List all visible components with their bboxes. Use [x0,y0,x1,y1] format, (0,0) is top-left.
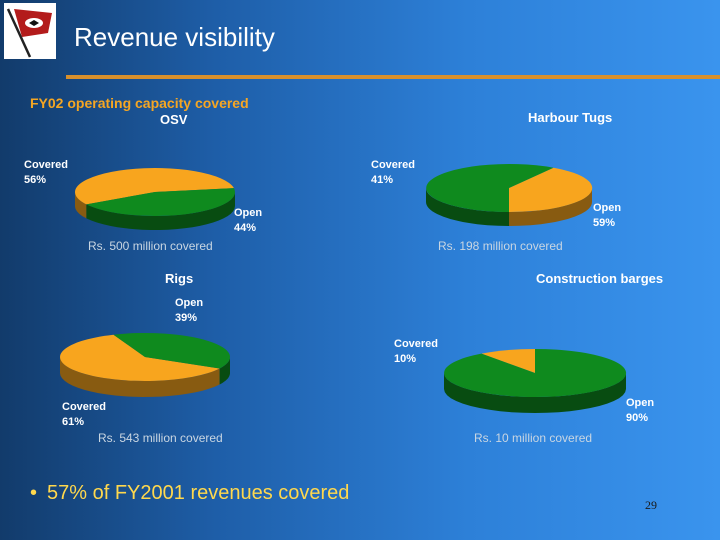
pie-chart-harbour-tugs: Harbour Tugs Covered 41% Open 59% [371,110,621,229]
slide-subtitle: FY02 operating capacity covered [30,95,249,111]
key-takeaway: • 57% of FY2001 revenues covered [30,482,349,505]
pie-callout-open: Open 59% [593,202,621,229]
pie-side-covered [509,188,592,226]
page-number: 29 [645,498,657,512]
pie-callout-open: Open 39% [175,297,203,324]
pie-chart-title: OSV [160,112,188,127]
pie-chart-title: Rigs [165,271,193,286]
pie-chart-rigs: Rigs Covered 61% Open 39% [60,271,231,428]
pie-side-covered [75,192,87,219]
pie-side-open [219,357,230,385]
pie-slice-covered [74,168,234,205]
pie-slice-open [86,188,235,217]
title-divider [66,75,720,79]
key-takeaway-text: 57% of FY2001 revenues covered [47,482,350,504]
pie-chart-title: Construction barges [536,271,663,286]
pie-callout-open: Open 44% [234,207,262,234]
pie-side-covered [60,357,220,397]
pie-chart-osv: OSV Covered 56% Open 44% [24,112,262,234]
construction-barges-caption: Rs. 10 million covered [474,431,593,445]
pie-slice-covered [60,334,220,381]
pie-slice-covered [509,167,593,213]
pie-callout-covered: Covered 41% [371,159,415,186]
pie-slice-open [444,349,627,397]
pie-callout-open: Open 90% [626,397,654,424]
pie-callout-covered: Covered 61% [62,401,106,428]
pie-callout-covered: Covered 10% [394,338,438,365]
pie-callout-covered: Covered 56% [24,159,68,186]
pie-chart-construction-barges: Construction barges Covered 10% Open 90% [394,271,663,424]
rigs-caption: Rs. 543 million covered [98,431,223,445]
slide-title: Revenue visibility [74,22,275,52]
bullet-icon: • [30,482,38,504]
pie-slice-open [113,332,231,369]
pie-side-open [444,373,626,413]
pie-slice-open [426,164,554,212]
harbour-tugs-caption: Rs. 198 million covered [438,239,563,253]
pie-chart-title: Harbour Tugs [528,110,612,125]
pie-slice-covered [481,349,535,373]
osv-caption: Rs. 500 million covered [88,239,213,253]
pie-side-open [426,188,509,226]
company-flag-logo-icon [6,8,52,58]
pie-side-open [86,192,236,230]
company-logo [4,3,56,59]
